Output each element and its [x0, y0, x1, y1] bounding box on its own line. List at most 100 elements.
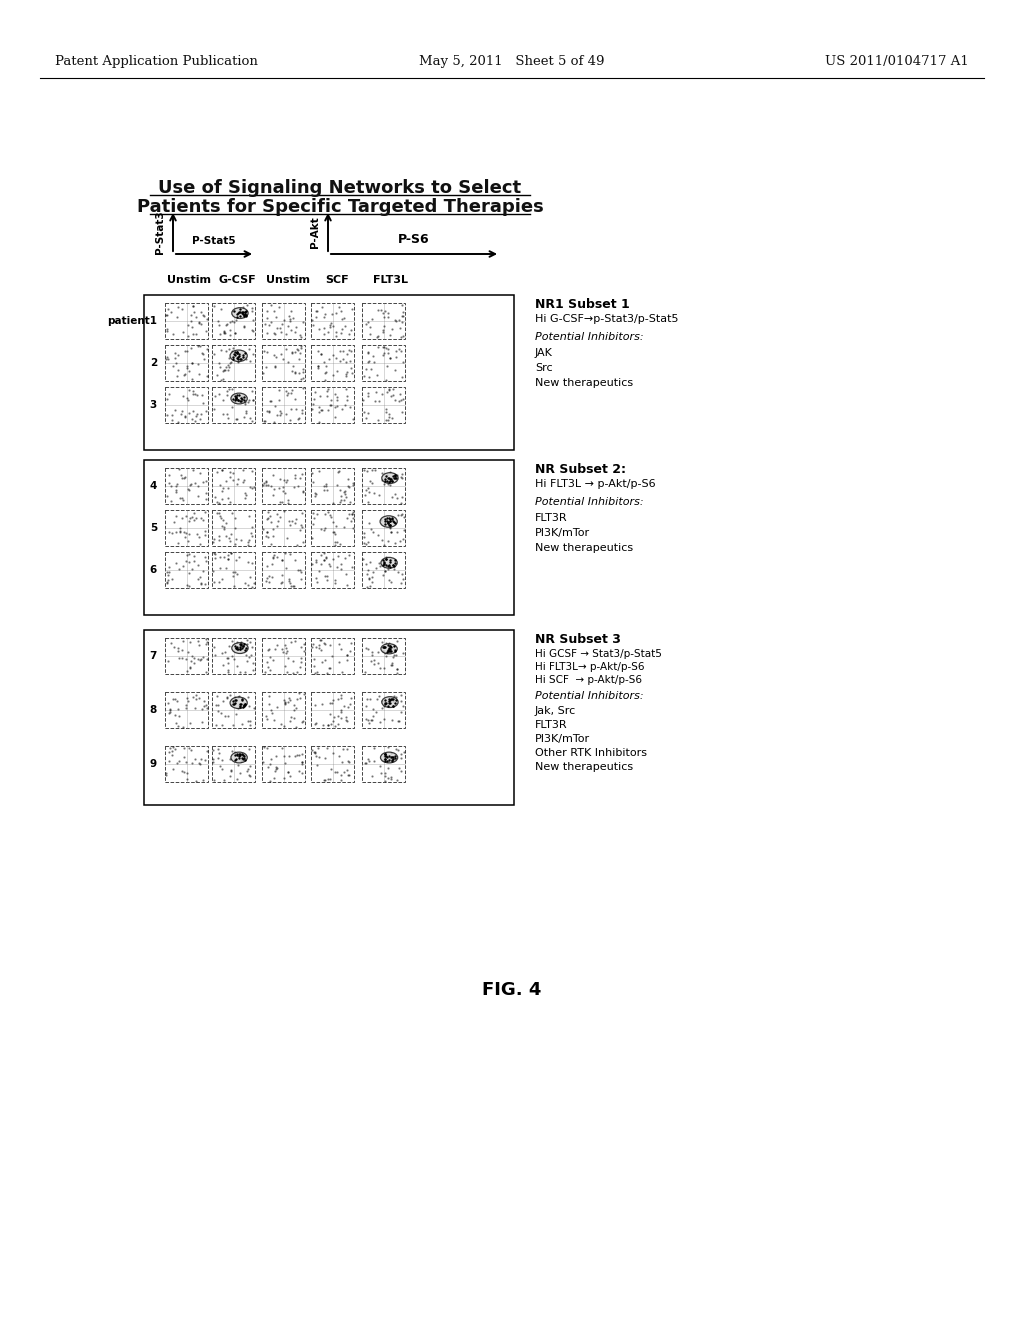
Point	[321, 553, 337, 574]
Point	[219, 487, 236, 508]
Ellipse shape	[230, 350, 247, 362]
Point	[381, 508, 397, 529]
Point	[359, 491, 376, 512]
Point	[165, 737, 181, 758]
Text: 7: 7	[150, 651, 157, 661]
Point	[231, 762, 248, 783]
Point	[307, 306, 324, 327]
Point	[315, 519, 332, 540]
Point	[375, 319, 391, 341]
Point	[263, 700, 280, 721]
Point	[384, 507, 400, 528]
Point	[315, 306, 332, 327]
Point	[211, 352, 227, 374]
Point	[317, 548, 334, 569]
Point	[270, 511, 287, 532]
Text: May 5, 2011   Sheet 5 of 49: May 5, 2011 Sheet 5 of 49	[419, 55, 605, 69]
Point	[319, 714, 336, 735]
Point	[263, 748, 280, 770]
Point	[179, 544, 196, 565]
Point	[361, 750, 378, 771]
Point	[212, 755, 228, 776]
Point	[266, 411, 283, 432]
Point	[171, 648, 187, 669]
Point	[259, 556, 275, 577]
Point	[360, 312, 377, 333]
Point	[193, 314, 209, 335]
Point	[246, 343, 262, 364]
Point	[325, 345, 341, 366]
Point	[288, 549, 304, 570]
Point	[219, 652, 236, 673]
Point	[258, 470, 274, 491]
Point	[282, 510, 298, 531]
Point	[380, 338, 396, 359]
Point	[187, 697, 204, 718]
Point	[393, 564, 410, 585]
Point	[305, 634, 322, 655]
Point	[230, 686, 247, 708]
Point	[238, 305, 254, 326]
Point	[286, 694, 302, 715]
Point	[387, 359, 403, 380]
Point	[382, 515, 398, 536]
Point	[224, 300, 241, 321]
Point	[161, 742, 177, 763]
Point	[185, 380, 202, 401]
Point	[316, 475, 333, 496]
Point	[221, 685, 238, 706]
Point	[239, 760, 255, 781]
Point	[232, 661, 249, 682]
Point	[307, 742, 324, 763]
Point	[307, 663, 324, 684]
Point	[384, 507, 400, 528]
Point	[394, 642, 411, 663]
Point	[317, 363, 334, 384]
Text: 9: 9	[150, 759, 157, 770]
Point	[267, 639, 284, 660]
Text: P-Stat3: P-Stat3	[155, 210, 165, 253]
Point	[308, 301, 325, 322]
Point	[382, 636, 398, 657]
Point	[216, 322, 232, 343]
Point	[343, 341, 359, 362]
Point	[197, 750, 213, 771]
Point	[245, 652, 261, 673]
Point	[239, 294, 255, 315]
Point	[386, 635, 402, 656]
Point	[304, 399, 321, 420]
Point	[227, 549, 244, 570]
Point	[366, 738, 382, 759]
Point	[341, 503, 357, 524]
Point	[279, 661, 295, 682]
Point	[255, 362, 271, 383]
Point	[380, 512, 396, 533]
Point	[394, 486, 411, 507]
Point	[236, 746, 252, 767]
Point	[395, 325, 412, 346]
Point	[180, 511, 197, 532]
Point	[161, 384, 177, 405]
Point	[233, 747, 250, 768]
Point	[371, 652, 387, 673]
Point	[314, 714, 331, 735]
Point	[305, 513, 322, 535]
Point	[183, 338, 200, 359]
Point	[384, 652, 400, 673]
Point	[287, 388, 303, 409]
Point	[292, 338, 308, 359]
Point	[384, 709, 400, 730]
Point	[360, 560, 377, 581]
Point	[168, 352, 184, 374]
Point	[214, 569, 230, 590]
Point	[180, 478, 197, 499]
Point	[176, 364, 193, 385]
Point	[167, 705, 183, 726]
Point	[342, 396, 358, 417]
Point	[223, 341, 240, 362]
Point	[162, 700, 178, 721]
Point	[259, 400, 275, 421]
Point	[331, 459, 347, 480]
Point	[166, 636, 182, 657]
Point	[286, 576, 302, 597]
